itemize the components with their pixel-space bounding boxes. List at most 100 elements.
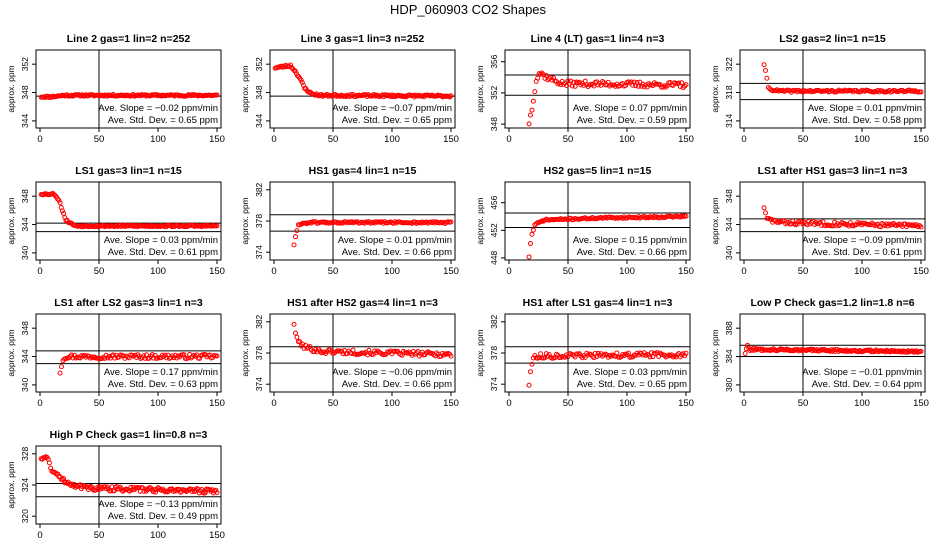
plot-frame — [35, 49, 222, 129]
panel-9: LS1 after LS2 gas=3 lin=1 n=3 0 50 100 150 34… — [6, 297, 225, 409]
data-point — [293, 234, 298, 240]
y-tick-label: 348 — [489, 117, 499, 131]
stddev-stat: Ave. Std. Dev. = 0.61 ppm — [812, 247, 922, 258]
data-point — [528, 241, 533, 247]
data-point — [292, 68, 298, 74]
y-tick-label: 324 — [20, 478, 30, 492]
x-tick-label: 150 — [209, 134, 225, 145]
panel-title: HS1 gas=4 lin=1 n=15 — [309, 165, 417, 177]
y-axis-label: approx. ppm — [475, 329, 485, 376]
x-tick-label: 0 — [37, 134, 42, 145]
x-tick-label: 100 — [150, 266, 166, 277]
x-tick-label: 0 — [37, 398, 42, 409]
stddev-stat: Ave. Std. Dev. = 0.63 ppm — [108, 379, 218, 390]
slope-stat: Ave. Slope = −0.06 ppm/min — [332, 367, 452, 378]
data-point — [294, 334, 300, 340]
plot-frame — [739, 313, 926, 393]
data-point — [92, 487, 98, 493]
panel-10: HS1 after HS2 gas=4 lin=1 n=3 0 50 100 150 37… — [240, 297, 459, 409]
x-tick-label: 100 — [150, 398, 166, 409]
data-point — [528, 369, 533, 375]
x-tick-label: 0 — [506, 398, 511, 409]
y-tick-label: 352 — [489, 86, 499, 100]
x-tick-label: 50 — [94, 530, 105, 540]
y-axis-label: approx. ppm — [6, 329, 16, 376]
data-point — [56, 197, 62, 203]
y-tick-label: 328 — [20, 446, 30, 460]
y-tick-label: 348 — [20, 85, 30, 99]
data-point — [530, 98, 536, 104]
data-point — [151, 487, 157, 493]
y-axis-label: approx. ppm — [6, 461, 16, 508]
data-point — [918, 224, 924, 230]
panel-4: LS2 gas=2 lin=1 n=15 0 50 100 150 314 318 322 ap… — [710, 33, 929, 145]
data-point — [59, 208, 65, 214]
data-point — [299, 79, 305, 85]
data-point — [153, 489, 159, 495]
y-axis-label: approx. ppm — [475, 197, 485, 244]
data-point — [214, 223, 220, 229]
panel-12: Low P Check gas=1.2 lin=1.8 n=6 0 50 100 150… — [710, 297, 929, 409]
data-point — [170, 488, 176, 494]
y-axis-label: approx. ppm — [240, 65, 250, 112]
x-tick-label: 50 — [328, 266, 339, 277]
data-point — [742, 350, 748, 356]
y-axis-label: approx. ppm — [710, 197, 720, 244]
y-tick-label: 456 — [489, 195, 499, 209]
data-point — [745, 342, 751, 348]
panel-8: LS1 after HS1 gas=3 lin=1 n=3 0 50 100 150 34… — [710, 165, 929, 277]
data-point — [57, 200, 63, 206]
stddev-stat: Ave. Std. Dev. = 0.64 ppm — [812, 379, 922, 390]
slope-stat: Ave. Slope = −0.02 ppm/min — [98, 103, 218, 114]
x-tick-label: 0 — [37, 530, 42, 540]
plot-frame — [504, 181, 691, 261]
y-axis-label: approx. ppm — [240, 197, 250, 244]
stddev-stat: Ave. Std. Dev. = 0.59 ppm — [577, 115, 687, 126]
plot-frame — [739, 181, 926, 261]
data-point — [87, 485, 93, 491]
slope-stat: Ave. Slope = 0.15 ppm/min — [573, 235, 687, 246]
panel-11: HS1 after LS1 gas=4 lin=1 n=3 0 50 100 150 37… — [475, 297, 694, 409]
panel-title: Line 3 gas=1 lin=3 n=252 — [301, 33, 425, 45]
x-tick-label: 50 — [798, 398, 809, 409]
y-tick-label: 344 — [20, 114, 30, 128]
data-point — [764, 75, 770, 81]
y-tick-label: 374 — [489, 377, 499, 391]
data-point — [448, 219, 454, 225]
panel-title: LS2 gas=2 lin=1 n=15 — [779, 33, 886, 45]
slope-stat: Ave. Slope = 0.01 ppm/min — [338, 235, 452, 246]
data-point — [538, 351, 544, 357]
x-tick-label: 100 — [384, 266, 400, 277]
panel-3: Line 4 (LT) gas=1 lin=4 n=3 0 50 100 150 348 3… — [475, 33, 694, 145]
x-tick-label: 150 — [913, 398, 929, 409]
x-tick-label: 100 — [854, 134, 870, 145]
x-tick-label: 100 — [150, 530, 166, 540]
y-axis-label: approx. ppm — [6, 197, 16, 244]
data-point — [528, 112, 533, 118]
data-point — [294, 228, 300, 234]
panel-title: Low P Check gas=1.2 lin=1.8 n=6 — [750, 297, 914, 309]
stddev-stat: Ave. Std. Dev. = 0.65 ppm — [108, 115, 218, 126]
data-point — [918, 89, 924, 95]
panel-title: LS1 after LS2 gas=3 lin=1 n=3 — [54, 297, 203, 309]
data-point — [581, 82, 587, 88]
y-tick-label: 448 — [489, 251, 499, 265]
x-tick-label: 50 — [328, 134, 339, 145]
x-tick-label: 0 — [741, 266, 746, 277]
slope-stat: Ave. Slope = 0.17 ppm/min — [104, 367, 218, 378]
y-tick-label: 380 — [724, 378, 734, 392]
y-tick-label: 374 — [254, 377, 264, 391]
data-point — [214, 353, 220, 359]
data-point — [293, 330, 298, 336]
figure-title: HDP_060903 CO2 Shapes — [390, 2, 547, 17]
data-point — [543, 73, 549, 79]
data-point — [288, 62, 294, 68]
plot-frame — [504, 49, 691, 129]
data-point — [447, 94, 453, 100]
data-point — [918, 348, 924, 354]
y-tick-label: 348 — [254, 85, 264, 99]
panel-title: HS1 after HS2 gas=4 lin=1 n=3 — [287, 297, 438, 309]
data-point — [535, 75, 541, 81]
